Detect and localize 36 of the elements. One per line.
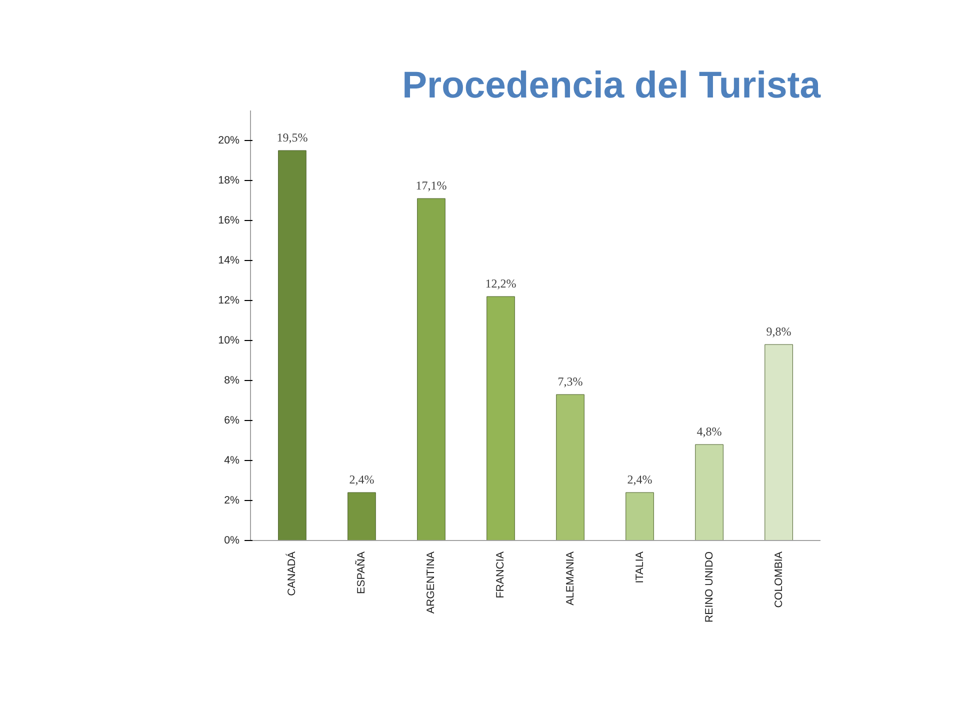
y-tick-label: 0% bbox=[224, 534, 240, 546]
y-tick-label: 14% bbox=[218, 254, 240, 266]
x-tick-label: CANADÁ bbox=[285, 550, 298, 596]
data-label: 17,1% bbox=[416, 178, 447, 192]
y-tick-label: 20% bbox=[218, 134, 240, 146]
bar bbox=[348, 492, 376, 540]
bar bbox=[486, 296, 515, 540]
y-tick-label: 18% bbox=[218, 174, 240, 186]
y-tick-label: 16% bbox=[218, 214, 240, 226]
y-tick-label: 4% bbox=[224, 454, 240, 466]
data-label: 19,5% bbox=[276, 130, 308, 144]
bar bbox=[695, 444, 724, 540]
x-tick-label: ESPAÑA bbox=[354, 550, 368, 594]
x-tick-label: ALEMANIA bbox=[564, 550, 576, 606]
bar bbox=[278, 150, 306, 540]
y-tick-label: 12% bbox=[218, 294, 240, 306]
data-label: 2,4% bbox=[627, 472, 652, 486]
data-label: 9,8% bbox=[766, 324, 792, 338]
y-tick-label: 2% bbox=[224, 494, 240, 506]
x-tick-label: FRANCIA bbox=[494, 550, 507, 598]
chart-title: Procedencia del Turista bbox=[402, 64, 821, 106]
data-label: 2,4% bbox=[349, 472, 374, 486]
y-tick-label: 6% bbox=[224, 414, 240, 426]
x-tick-label: COLOMBIA bbox=[772, 550, 785, 608]
bar bbox=[556, 394, 584, 540]
data-label: 7,3% bbox=[558, 374, 583, 388]
data-label: 4,8% bbox=[696, 424, 722, 438]
bar bbox=[764, 344, 793, 540]
x-tick-label: REINO UNIDO bbox=[703, 552, 716, 623]
bar bbox=[417, 198, 446, 540]
bar bbox=[626, 492, 654, 540]
y-tick-label: 8% bbox=[224, 374, 240, 386]
x-tick-label: ITALIA bbox=[634, 550, 646, 584]
data-label: 12,2% bbox=[485, 276, 516, 290]
x-tick-label: ARGENTINA bbox=[425, 550, 438, 614]
y-tick-label: 10% bbox=[218, 334, 240, 346]
